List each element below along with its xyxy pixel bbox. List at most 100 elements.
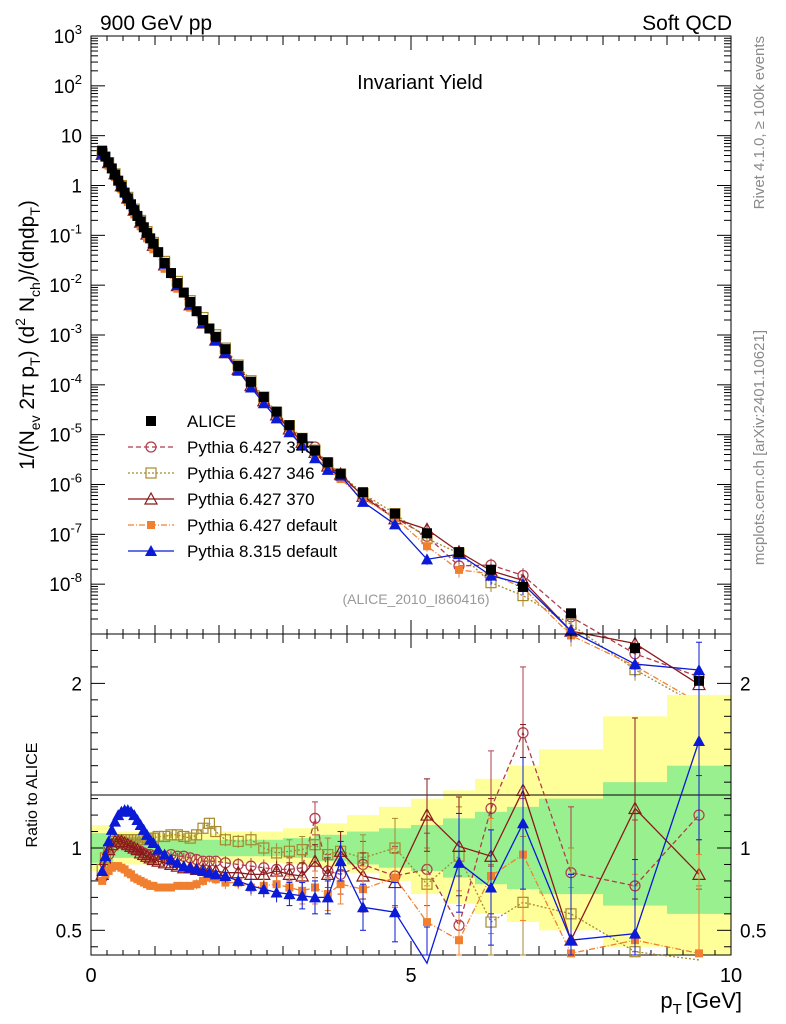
- y-tick-label: 102: [54, 72, 82, 98]
- data-point: [566, 608, 576, 619]
- data-point: [166, 268, 176, 279]
- data-point: [149, 881, 158, 890]
- y-tick-label: 10-3: [49, 321, 82, 347]
- data-point: [145, 233, 156, 244]
- data-point: [389, 906, 401, 918]
- data-point: [210, 331, 221, 342]
- ratio-series-layer: [95, 641, 707, 965]
- data-point: [145, 545, 157, 556]
- data-point: [421, 553, 433, 565]
- data-point: [165, 853, 177, 865]
- ratio-series-line: [101, 853, 700, 955]
- data-point: [321, 463, 334, 475]
- data-point: [143, 491, 159, 505]
- y-tick-label-exponent: -3: [70, 321, 82, 336]
- data-point: [158, 848, 171, 860]
- data-point: [297, 433, 308, 444]
- data-point: [153, 247, 164, 258]
- y-tick-label: 10-2: [49, 271, 82, 297]
- data-point: [172, 278, 183, 289]
- data-point: [191, 306, 202, 317]
- data-point: [518, 581, 528, 592]
- legend-entry: Pythia 6.427 default: [128, 516, 338, 535]
- data-point: [199, 876, 207, 885]
- y-tick-label: 10-1: [49, 221, 82, 247]
- data-point: [109, 815, 121, 827]
- main-panel: 10-810-710-610-510-410-310-210-111010210…: [12, 22, 732, 723]
- data-point: [198, 314, 208, 325]
- y-axis-label: 1/(Nev 2π pT) (d2 Nch)/(dηdpT): [12, 200, 43, 470]
- data-point: [389, 518, 401, 530]
- data-point: [204, 323, 215, 334]
- data-point: [219, 869, 232, 881]
- data-point: [258, 842, 270, 854]
- main-y-tick-labels: 10-810-710-610-510-410-310-210-111010210…: [49, 22, 82, 596]
- data-point: [152, 843, 165, 855]
- data-point: [123, 839, 139, 852]
- legend-entry: Pythia 6.427 346: [128, 464, 315, 483]
- y-tick-label: 10-4: [49, 371, 82, 397]
- data-point: [336, 880, 345, 889]
- data-point: [283, 845, 295, 857]
- data-point: [296, 889, 309, 901]
- data-point: [390, 508, 400, 519]
- x-tick-label: 5: [405, 965, 416, 987]
- data-point: [309, 891, 321, 903]
- y-tick-label-exponent: 3: [75, 22, 82, 37]
- data-point: [151, 853, 166, 867]
- y-tick-label-exponent: -2: [70, 271, 82, 286]
- data-point: [184, 832, 196, 844]
- data-point: [154, 883, 163, 892]
- ratio-y-axis-label: Ratio to ALICE: [24, 743, 41, 848]
- data-point: [138, 222, 149, 233]
- x-axis-label-p: p: [660, 988, 672, 1013]
- legend: ALICE Pythia 6.427 345 Pythia 6.427 346 Pyt…: [128, 412, 338, 561]
- x-tick-labels: 0 5 10: [85, 965, 742, 987]
- data-point: [147, 521, 155, 529]
- legend-label: Pythia 8.315 default: [187, 542, 338, 561]
- y-tick-label-exponent: -8: [70, 570, 82, 585]
- data-point: [693, 735, 705, 746]
- data-point: [133, 845, 148, 859]
- data-point: [191, 829, 203, 841]
- data-point: [630, 643, 640, 654]
- data-point: [96, 865, 109, 877]
- data-point: [271, 406, 282, 417]
- data-point: [148, 238, 159, 249]
- y-tick-label-base: 10: [54, 77, 75, 98]
- data-point: [179, 881, 188, 890]
- data-point: [143, 850, 158, 864]
- data-point: [117, 835, 132, 849]
- data-point: [119, 187, 130, 198]
- data-point: [486, 564, 496, 575]
- data-point: [142, 227, 152, 238]
- y-axis-label-text: 1/(Nev 2π pT) (d2 Nch)/(dηdpT): [12, 200, 43, 470]
- legend-label: Pythia 6.427 default: [187, 516, 338, 535]
- data-point: [453, 856, 465, 868]
- ratio-axis-ticks: 0.5 0.5 1 1 2 2: [56, 633, 766, 955]
- data-point: [307, 853, 323, 867]
- data-point: [165, 829, 177, 841]
- y-tick-label-base: 10: [49, 326, 70, 347]
- y-tick-label-base: 10: [49, 575, 70, 596]
- y-tick-label-base: 10: [49, 426, 70, 447]
- legend-label: ALICE: [187, 412, 236, 431]
- data-point: [321, 891, 334, 903]
- data-point: [127, 840, 142, 854]
- y-tick-label-base: 10: [49, 376, 70, 397]
- data-point: [186, 881, 195, 890]
- data-point: [110, 169, 120, 180]
- data-point: [114, 834, 129, 848]
- ratio-series-line: [101, 730, 700, 928]
- data-point: [257, 397, 270, 409]
- y-tick-label: 10-6: [49, 471, 82, 497]
- legend-entry: Pythia 8.315 default: [128, 542, 338, 561]
- data-point: [105, 823, 118, 835]
- data-point: [99, 850, 112, 862]
- data-point: [627, 801, 643, 815]
- data-point: [209, 868, 222, 880]
- ratio-y-tick-label-right: 2: [740, 674, 751, 695]
- data-point: [171, 856, 184, 868]
- data-point: [695, 949, 703, 958]
